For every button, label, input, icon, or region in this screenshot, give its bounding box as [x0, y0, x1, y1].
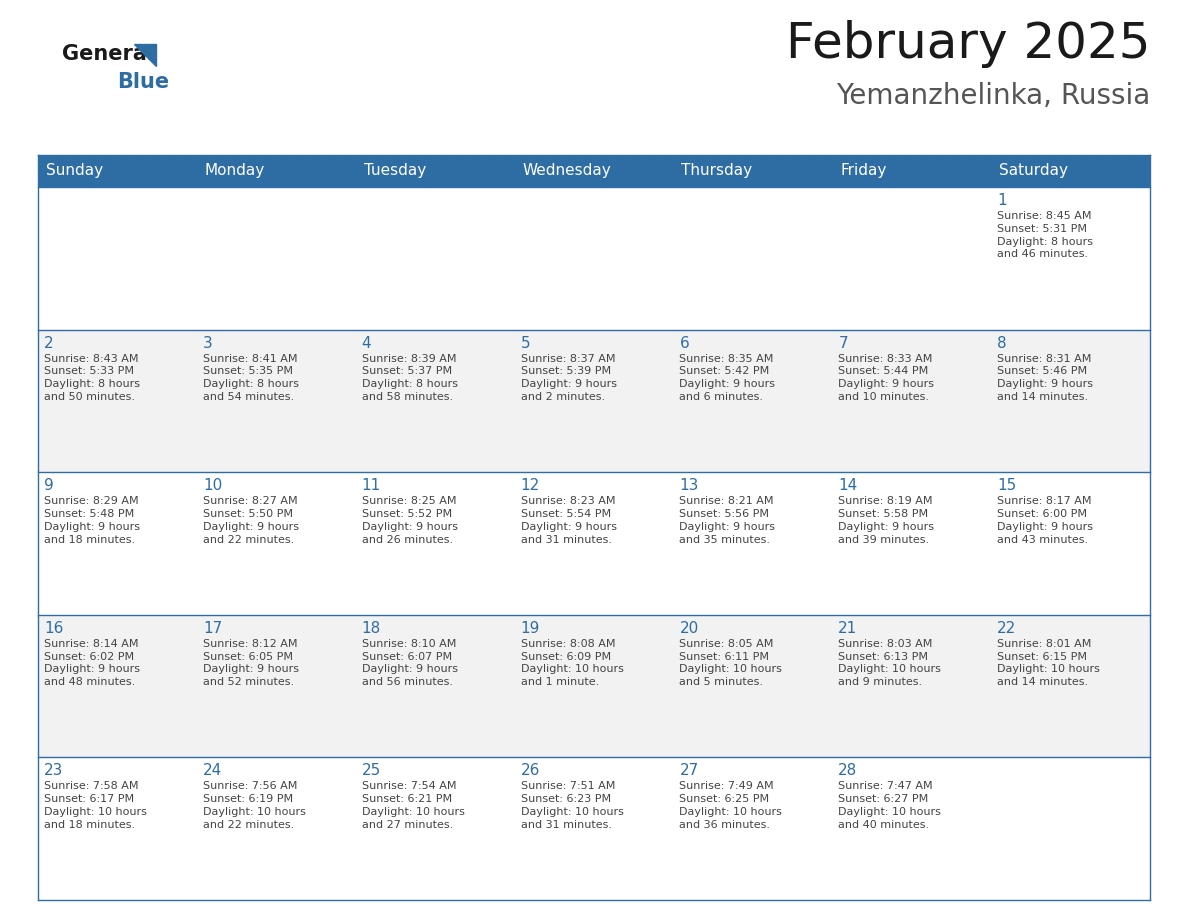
- Text: Sunrise: 8:14 AM
Sunset: 6:02 PM
Daylight: 9 hours
and 48 minutes.: Sunrise: 8:14 AM Sunset: 6:02 PM Dayligh…: [44, 639, 140, 688]
- Text: Sunrise: 8:31 AM
Sunset: 5:46 PM
Daylight: 9 hours
and 14 minutes.: Sunrise: 8:31 AM Sunset: 5:46 PM Dayligh…: [997, 353, 1093, 402]
- Bar: [38, 472, 1150, 615]
- Text: 15: 15: [997, 478, 1017, 493]
- Bar: [38, 757, 1150, 900]
- Text: Saturday: Saturday: [999, 163, 1068, 178]
- Polygon shape: [134, 44, 156, 66]
- Bar: [38, 615, 1150, 757]
- Text: Sunrise: 7:58 AM
Sunset: 6:17 PM
Daylight: 10 hours
and 18 minutes.: Sunrise: 7:58 AM Sunset: 6:17 PM Dayligh…: [44, 781, 147, 830]
- Text: Sunrise: 8:12 AM
Sunset: 6:05 PM
Daylight: 9 hours
and 52 minutes.: Sunrise: 8:12 AM Sunset: 6:05 PM Dayligh…: [203, 639, 299, 688]
- Text: 23: 23: [44, 764, 63, 778]
- Text: 6: 6: [680, 336, 689, 351]
- Text: Sunrise: 8:27 AM
Sunset: 5:50 PM
Daylight: 9 hours
and 22 minutes.: Sunrise: 8:27 AM Sunset: 5:50 PM Dayligh…: [203, 497, 299, 544]
- Text: 1: 1: [997, 193, 1006, 208]
- Text: February 2025: February 2025: [785, 20, 1150, 68]
- Text: Sunrise: 8:41 AM
Sunset: 5:35 PM
Daylight: 8 hours
and 54 minutes.: Sunrise: 8:41 AM Sunset: 5:35 PM Dayligh…: [203, 353, 299, 402]
- Text: Thursday: Thursday: [682, 163, 752, 178]
- Text: 7: 7: [839, 336, 848, 351]
- Text: 24: 24: [203, 764, 222, 778]
- Text: Sunrise: 7:54 AM
Sunset: 6:21 PM
Daylight: 10 hours
and 27 minutes.: Sunrise: 7:54 AM Sunset: 6:21 PM Dayligh…: [361, 781, 465, 830]
- Bar: [38, 155, 1150, 187]
- Text: 16: 16: [44, 621, 63, 636]
- Text: Sunrise: 8:37 AM
Sunset: 5:39 PM
Daylight: 9 hours
and 2 minutes.: Sunrise: 8:37 AM Sunset: 5:39 PM Dayligh…: [520, 353, 617, 402]
- Text: 18: 18: [361, 621, 381, 636]
- Text: Yemanzhelinka, Russia: Yemanzhelinka, Russia: [835, 82, 1150, 110]
- Text: 3: 3: [203, 336, 213, 351]
- Text: Wednesday: Wednesday: [523, 163, 612, 178]
- Text: Sunrise: 8:17 AM
Sunset: 6:00 PM
Daylight: 9 hours
and 43 minutes.: Sunrise: 8:17 AM Sunset: 6:00 PM Dayligh…: [997, 497, 1093, 544]
- Text: Monday: Monday: [204, 163, 265, 178]
- Text: 17: 17: [203, 621, 222, 636]
- Text: Sunrise: 8:23 AM
Sunset: 5:54 PM
Daylight: 9 hours
and 31 minutes.: Sunrise: 8:23 AM Sunset: 5:54 PM Dayligh…: [520, 497, 617, 544]
- Text: 28: 28: [839, 764, 858, 778]
- Text: 14: 14: [839, 478, 858, 493]
- Bar: [38, 187, 1150, 330]
- Text: Sunrise: 8:35 AM
Sunset: 5:42 PM
Daylight: 9 hours
and 6 minutes.: Sunrise: 8:35 AM Sunset: 5:42 PM Dayligh…: [680, 353, 776, 402]
- Text: Sunrise: 8:08 AM
Sunset: 6:09 PM
Daylight: 10 hours
and 1 minute.: Sunrise: 8:08 AM Sunset: 6:09 PM Dayligh…: [520, 639, 624, 688]
- Text: 5: 5: [520, 336, 530, 351]
- Text: Sunrise: 7:47 AM
Sunset: 6:27 PM
Daylight: 10 hours
and 40 minutes.: Sunrise: 7:47 AM Sunset: 6:27 PM Dayligh…: [839, 781, 941, 830]
- Text: Sunrise: 8:21 AM
Sunset: 5:56 PM
Daylight: 9 hours
and 35 minutes.: Sunrise: 8:21 AM Sunset: 5:56 PM Dayligh…: [680, 497, 776, 544]
- Text: Friday: Friday: [840, 163, 886, 178]
- Text: Sunrise: 8:29 AM
Sunset: 5:48 PM
Daylight: 9 hours
and 18 minutes.: Sunrise: 8:29 AM Sunset: 5:48 PM Dayligh…: [44, 497, 140, 544]
- Text: Sunrise: 8:10 AM
Sunset: 6:07 PM
Daylight: 9 hours
and 56 minutes.: Sunrise: 8:10 AM Sunset: 6:07 PM Dayligh…: [361, 639, 457, 688]
- Text: Sunrise: 8:19 AM
Sunset: 5:58 PM
Daylight: 9 hours
and 39 minutes.: Sunrise: 8:19 AM Sunset: 5:58 PM Dayligh…: [839, 497, 934, 544]
- Bar: [38, 330, 1150, 472]
- Text: Sunrise: 7:56 AM
Sunset: 6:19 PM
Daylight: 10 hours
and 22 minutes.: Sunrise: 7:56 AM Sunset: 6:19 PM Dayligh…: [203, 781, 305, 830]
- Text: Sunrise: 8:43 AM
Sunset: 5:33 PM
Daylight: 8 hours
and 50 minutes.: Sunrise: 8:43 AM Sunset: 5:33 PM Dayligh…: [44, 353, 140, 402]
- Text: 20: 20: [680, 621, 699, 636]
- Text: General: General: [62, 44, 154, 64]
- Text: Sunrise: 8:03 AM
Sunset: 6:13 PM
Daylight: 10 hours
and 9 minutes.: Sunrise: 8:03 AM Sunset: 6:13 PM Dayligh…: [839, 639, 941, 688]
- Text: 26: 26: [520, 764, 541, 778]
- Text: 9: 9: [44, 478, 53, 493]
- Text: 13: 13: [680, 478, 699, 493]
- Text: Sunrise: 8:39 AM
Sunset: 5:37 PM
Daylight: 8 hours
and 58 minutes.: Sunrise: 8:39 AM Sunset: 5:37 PM Dayligh…: [361, 353, 457, 402]
- Text: Sunday: Sunday: [46, 163, 103, 178]
- Text: 4: 4: [361, 336, 372, 351]
- Text: 22: 22: [997, 621, 1017, 636]
- Text: Sunrise: 7:51 AM
Sunset: 6:23 PM
Daylight: 10 hours
and 31 minutes.: Sunrise: 7:51 AM Sunset: 6:23 PM Dayligh…: [520, 781, 624, 830]
- Text: 11: 11: [361, 478, 381, 493]
- Text: Sunrise: 8:05 AM
Sunset: 6:11 PM
Daylight: 10 hours
and 5 minutes.: Sunrise: 8:05 AM Sunset: 6:11 PM Dayligh…: [680, 639, 783, 688]
- Text: 12: 12: [520, 478, 539, 493]
- Text: Sunrise: 7:49 AM
Sunset: 6:25 PM
Daylight: 10 hours
and 36 minutes.: Sunrise: 7:49 AM Sunset: 6:25 PM Dayligh…: [680, 781, 783, 830]
- Text: Tuesday: Tuesday: [364, 163, 426, 178]
- Text: Sunrise: 8:25 AM
Sunset: 5:52 PM
Daylight: 9 hours
and 26 minutes.: Sunrise: 8:25 AM Sunset: 5:52 PM Dayligh…: [361, 497, 457, 544]
- Text: Sunrise: 8:33 AM
Sunset: 5:44 PM
Daylight: 9 hours
and 10 minutes.: Sunrise: 8:33 AM Sunset: 5:44 PM Dayligh…: [839, 353, 934, 402]
- Text: Sunrise: 8:01 AM
Sunset: 6:15 PM
Daylight: 10 hours
and 14 minutes.: Sunrise: 8:01 AM Sunset: 6:15 PM Dayligh…: [997, 639, 1100, 688]
- Text: 10: 10: [203, 478, 222, 493]
- Text: 8: 8: [997, 336, 1006, 351]
- Text: 25: 25: [361, 764, 381, 778]
- Text: Sunrise: 8:45 AM
Sunset: 5:31 PM
Daylight: 8 hours
and 46 minutes.: Sunrise: 8:45 AM Sunset: 5:31 PM Dayligh…: [997, 211, 1093, 260]
- Text: 27: 27: [680, 764, 699, 778]
- Text: 21: 21: [839, 621, 858, 636]
- Text: Blue: Blue: [116, 72, 169, 92]
- Text: 2: 2: [44, 336, 53, 351]
- Text: 19: 19: [520, 621, 541, 636]
